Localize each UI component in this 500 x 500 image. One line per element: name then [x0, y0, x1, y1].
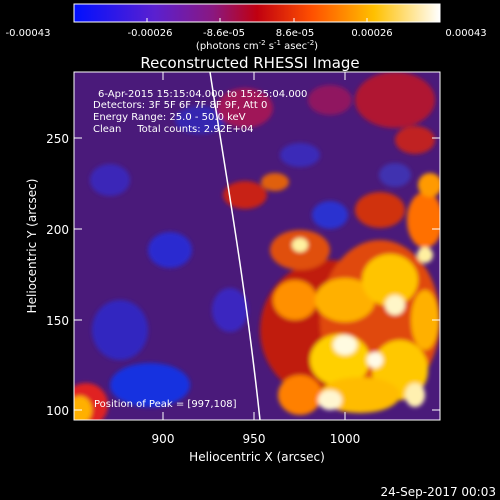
- y-axis-ticks: [74, 137, 440, 411]
- x-tick-label: 950: [243, 432, 266, 446]
- time-range-annotation: 6-Apr-2015 15:15:04.000 to 15:25:04.000: [98, 89, 307, 100]
- y-tick-label: 250: [46, 132, 69, 146]
- x-axis-label: Heliocentric X (arcsec): [189, 450, 325, 464]
- clean-annotation: Clean Total counts: 2.92E+04: [93, 124, 253, 135]
- peak-annotation: Position of Peak = [997,108]: [94, 399, 237, 410]
- solar-limb-curve: [209, 72, 261, 420]
- y-axis-label: Heliocentric Y (arcsec): [25, 179, 39, 314]
- x-tick-label: 1000: [330, 432, 361, 446]
- colorbar-units: (photons cm-2 s-1 asec-2): [196, 39, 318, 52]
- colorbar-tick-label: 0.00026: [351, 28, 392, 39]
- y-tick-label: 100: [46, 404, 69, 418]
- colorbar-tick-label: -0.00026: [128, 28, 173, 39]
- x-axis-ticks: [162, 72, 346, 420]
- y-tick-label: 150: [46, 314, 69, 328]
- colorbar-tick-label: 0.00043: [445, 28, 486, 39]
- rhessi-image: [74, 72, 440, 420]
- plot-frame: [73, 71, 441, 421]
- colorbar-tick-label: -0.00043: [6, 28, 51, 39]
- colorbar-tick-label: 8.6e-05: [276, 28, 314, 39]
- colorbar: [73, 3, 441, 23]
- footer-timestamp: 24-Sep-2017 00:03: [381, 485, 496, 499]
- colorbar-tick-label: -8.6e-05: [203, 28, 245, 39]
- y-tick-label: 200: [46, 223, 69, 237]
- x-tick-label: 900: [152, 432, 175, 446]
- detectors-annotation: Detectors: 3F 5F 6F 7F 8F 9F, Att 0: [93, 100, 267, 111]
- plot-title: Reconstructed RHESSI Image: [140, 54, 359, 72]
- colorbar-ticks: [73, 18, 441, 22]
- energy-annotation: Energy Range: 25.0 - 50.0 keV: [93, 112, 246, 123]
